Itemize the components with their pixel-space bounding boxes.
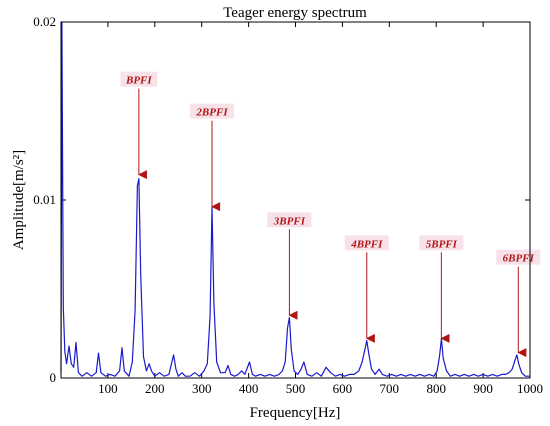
- chart-title: Teager energy spectrum: [223, 5, 367, 21]
- annotation-3bpfi: 3BPFI: [267, 212, 312, 320]
- x-tick-label: 600: [333, 381, 353, 396]
- annotation-label: 6BPFI: [503, 253, 535, 265]
- annotation-label-bg: [120, 71, 158, 87]
- x-tick-label: 300: [192, 381, 212, 396]
- x-tick-label: 900: [473, 381, 493, 396]
- annotation-label: 4BPFI: [350, 238, 383, 250]
- x-tick-label: 100: [98, 381, 118, 396]
- annotation-label: 5BPFI: [426, 238, 458, 250]
- annotation-label-bg: [419, 235, 464, 251]
- y-tick-label: 0: [50, 370, 57, 385]
- annotation-label: 2BPFI: [195, 107, 228, 119]
- annotation-5bpfi: 5BPFI: [419, 235, 464, 343]
- y-axis-label: Amplitude[m/s²]: [11, 150, 27, 250]
- x-tick-label: 800: [426, 381, 446, 396]
- x-tick-label: 200: [145, 381, 165, 396]
- annotation-label-bg: [344, 235, 389, 251]
- y-tick-label: 0.01: [33, 192, 56, 207]
- annotation-bpfi: BPFI: [120, 71, 158, 180]
- annotation-2bpfi: 2BPFI: [190, 103, 235, 212]
- plot-frame: [60, 21, 531, 379]
- x-tick-label: 1000: [517, 381, 543, 396]
- spectrum-line: [60, 21, 530, 377]
- annotation-label-bg: [190, 103, 235, 119]
- annotation-label: 3BPFI: [273, 215, 306, 227]
- annotation-label-bg: [496, 249, 541, 265]
- annotation-4bpfi: 4BPFI: [344, 235, 389, 343]
- annotation-6bpfi: 6BPFI: [496, 249, 541, 358]
- x-tick-label: 700: [380, 381, 400, 396]
- x-axis-label: Frequency[Hz]: [250, 405, 341, 421]
- y-tick-label: 0.02: [33, 14, 56, 29]
- annotation-label-bg: [267, 212, 312, 228]
- x-tick-label: 500: [286, 381, 306, 396]
- x-tick-label: 400: [239, 381, 259, 396]
- annotation-label: BPFI: [125, 75, 152, 87]
